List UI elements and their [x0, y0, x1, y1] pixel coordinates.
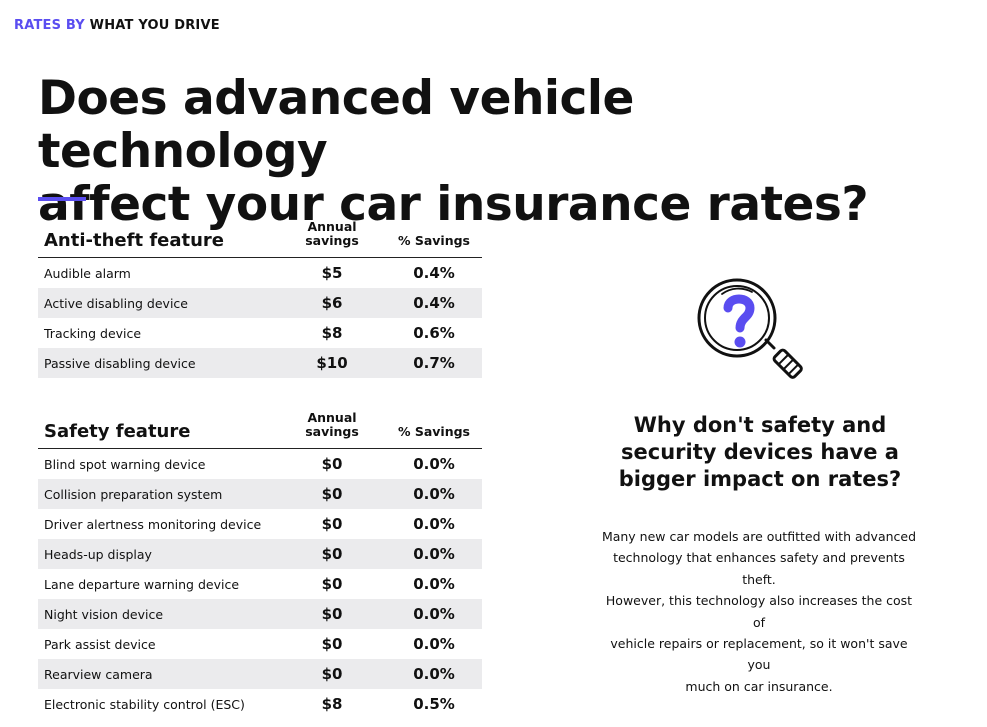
annual-savings-value: $0 [321, 485, 343, 503]
sidebar-body: Many new car models are outfitted with a… [600, 526, 918, 697]
table-row: Collision preparation system $0 0.0% [38, 479, 482, 509]
annual-savings-value: $0 [321, 515, 343, 533]
sidebar-title-line: bigger impact on rates? [618, 467, 902, 491]
percent-savings-value: 0.7% [413, 354, 455, 372]
annual-savings-header-line-1: Annual [307, 219, 357, 234]
feature-name: Night vision device [44, 607, 164, 622]
annual-savings-value: $10 [316, 354, 348, 372]
percent-savings-value: 0.0% [413, 515, 455, 533]
feature-name: Audible alarm [44, 266, 131, 281]
feature-name: Lane departure warning device [44, 577, 240, 592]
feature-name: Driver alertness monitoring device [44, 517, 262, 532]
table-row: Tracking device $8 0.6% [38, 318, 482, 348]
table-row: Electronic stability control (ESC) $8 0.… [38, 689, 482, 719]
eyebrow-rest: WHAT YOU DRIVE [89, 18, 220, 33]
feature-name: Heads-up display [44, 547, 152, 562]
percent-savings-value: 0.0% [413, 665, 455, 683]
annual-savings-value: $8 [321, 324, 343, 342]
page-title: Does advanced vehicle technology affect … [38, 72, 938, 231]
sidebar-title-line: security devices have a [621, 440, 899, 464]
percent-savings-value: 0.6% [413, 324, 455, 342]
eyebrow-accent: RATES BY [14, 18, 85, 33]
table-row: Rearview camera $0 0.0% [38, 659, 482, 689]
annual-savings-value: $0 [321, 545, 343, 563]
feature-name: Rearview camera [44, 667, 153, 682]
sidebar-body-line: vehicle repairs or replacement, so it wo… [610, 636, 908, 673]
feature-name: Passive disabling device [44, 356, 196, 371]
annual-savings-value: $0 [321, 665, 343, 683]
table-row: Active disabling device $6 0.4% [38, 288, 482, 318]
annual-savings-column-header: Annual savings [294, 220, 370, 248]
annual-savings-column-header: Annual savings [294, 411, 370, 439]
annual-savings-header-line-2: savings [305, 424, 359, 439]
annual-savings-header-line-2: savings [305, 233, 359, 248]
feature-name: Collision preparation system [44, 487, 223, 502]
anti-theft-table-title: Anti-theft feature [44, 230, 225, 251]
annual-savings-value: $8 [321, 695, 343, 713]
feature-name: Active disabling device [44, 296, 188, 311]
percent-savings-value: 0.0% [413, 575, 455, 593]
percent-savings-value: 0.4% [413, 264, 455, 282]
feature-name: Electronic stability control (ESC) [44, 697, 245, 712]
table-row: Blind spot warning device $0 0.0% [38, 449, 482, 479]
annual-savings-value: $0 [321, 455, 343, 473]
page-title-line-1: Does advanced vehicle technology [38, 71, 634, 179]
annual-savings-value: $0 [321, 575, 343, 593]
safety-table: Safety feature Annual savings % Savings … [38, 408, 482, 719]
percent-savings-value: 0.0% [413, 455, 455, 473]
feature-name: Tracking device [44, 326, 142, 341]
page-title-line-2: affect your car insurance rates? [38, 177, 869, 232]
annual-savings-value: $6 [321, 294, 343, 312]
percent-savings-value: 0.5% [413, 695, 455, 713]
percent-savings-value: 0.0% [413, 545, 455, 563]
annual-savings-value: $0 [321, 605, 343, 623]
anti-theft-table: Anti-theft feature Annual savings % Savi… [38, 217, 482, 378]
annual-savings-value: $0 [321, 635, 343, 653]
feature-name: Park assist device [44, 637, 156, 652]
sidebar-title: Why don't safety and security devices ha… [610, 412, 910, 493]
sidebar-body-line: technology that enhances safety and prev… [613, 550, 905, 587]
sidebar-body-line: However, this technology also increases … [605, 593, 913, 630]
sidebar-body-line: much on car insurance. [685, 678, 833, 694]
percent-savings-value: 0.0% [413, 605, 455, 623]
table-row: Heads-up display $0 0.0% [38, 539, 482, 569]
eyebrow: RATES BY WHAT YOU DRIVE [14, 18, 220, 33]
accent-rule [38, 197, 86, 201]
annual-savings-value: $5 [321, 264, 343, 282]
percent-savings-column-header: % Savings [397, 424, 471, 439]
percent-savings-value: 0.0% [413, 485, 455, 503]
feature-name: Blind spot warning device [44, 457, 206, 472]
safety-table-title: Safety feature [44, 421, 191, 442]
table-row: Driver alertness monitoring device $0 0.… [38, 509, 482, 539]
percent-savings-column-header: % Savings [397, 233, 471, 248]
sidebar-title-line: Why don't safety and [633, 413, 887, 437]
anti-theft-table-header: Anti-theft feature Annual savings % Savi… [38, 217, 482, 258]
annual-savings-header-line-1: Annual [307, 410, 357, 425]
table-row: Park assist device $0 0.0% [38, 629, 482, 659]
sidebar-body-line: Many new car models are outfitted with a… [601, 529, 917, 544]
table-row: Passive disabling device $10 0.7% [38, 348, 482, 378]
percent-savings-value: 0.4% [413, 294, 455, 312]
table-row: Night vision device $0 0.0% [38, 599, 482, 629]
table-row: Audible alarm $5 0.4% [38, 258, 482, 288]
magnifier-question-icon [697, 278, 803, 379]
percent-savings-value: 0.0% [413, 635, 455, 653]
safety-table-header: Safety feature Annual savings % Savings [38, 408, 482, 449]
table-row: Lane departure warning device $0 0.0% [38, 569, 482, 599]
